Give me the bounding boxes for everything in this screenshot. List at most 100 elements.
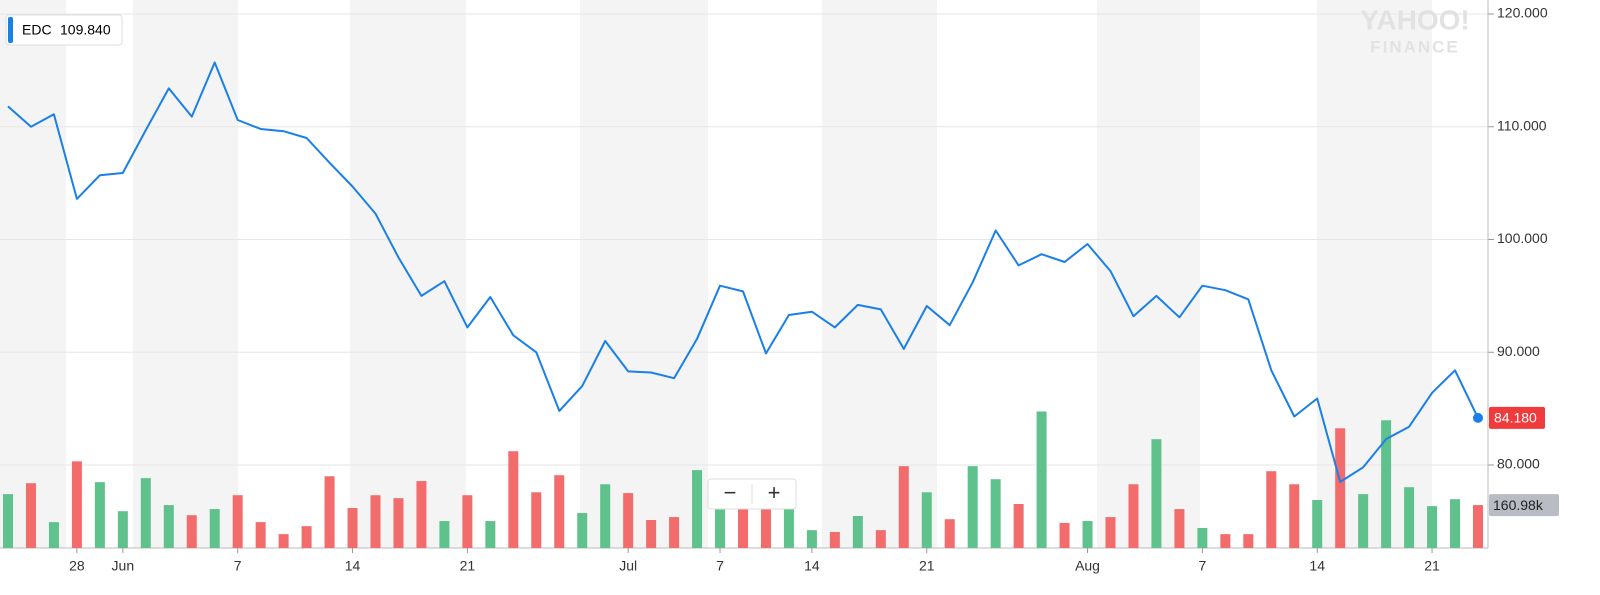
- x-tick-label: 14: [804, 558, 820, 574]
- legend-box: [5, 14, 123, 46]
- volume-bar: [623, 493, 634, 548]
- volume-bar: [944, 519, 955, 548]
- volume-bar: [875, 530, 886, 548]
- volume-bar: [1082, 521, 1093, 548]
- legend-value: 109.840: [60, 22, 111, 38]
- volume-bar: [25, 483, 36, 548]
- volume-bar: [1151, 439, 1162, 548]
- volume-bar: [806, 530, 817, 548]
- volume-bar: [531, 492, 542, 548]
- week-band: [822, 0, 937, 548]
- volume-bar: [324, 476, 335, 548]
- volume-bar: [1197, 528, 1208, 548]
- volume-bar: [255, 522, 266, 548]
- volume-bar: [3, 494, 13, 548]
- volume-bar: [760, 505, 771, 548]
- volume-bar: [967, 466, 978, 548]
- volume-bar: [71, 461, 82, 548]
- price-label-box: [1489, 406, 1545, 429]
- x-tick-label: 14: [345, 558, 361, 574]
- volume-bar: [370, 495, 381, 548]
- volume-bar: [1381, 420, 1392, 548]
- x-tick-label: 21: [460, 558, 476, 574]
- volume-label: 160.98k: [1493, 497, 1544, 513]
- volume-bar: [852, 516, 863, 548]
- volume-bar: [554, 475, 565, 548]
- volume-bar: [439, 521, 450, 548]
- volume-bar: [1059, 522, 1070, 548]
- x-tick-label: Jul: [619, 558, 637, 574]
- zoom-in-button[interactable]: +: [768, 480, 781, 505]
- week-band: [1317, 0, 1432, 548]
- volume-bar: [1128, 484, 1139, 548]
- volume-bar: [508, 451, 519, 548]
- volume-bar: [1243, 534, 1254, 548]
- week-band: [133, 0, 238, 548]
- y-tick-label: 120.000: [1497, 5, 1548, 21]
- volume-bar: [94, 482, 105, 548]
- week-band: [0, 0, 66, 548]
- x-tick-label: 28: [69, 558, 85, 574]
- legend-name: EDC: [22, 22, 52, 38]
- volume-bar: [1105, 517, 1116, 548]
- volume-bar: [163, 505, 174, 548]
- volume-bar: [140, 478, 151, 548]
- volume-bar: [921, 492, 932, 548]
- volume-bar: [1450, 499, 1461, 548]
- x-tick-label: 21: [919, 558, 935, 574]
- x-tick-label: Jun: [112, 558, 135, 574]
- x-tick-label: 14: [1309, 558, 1325, 574]
- volume-bar: [117, 511, 128, 548]
- volume-bar: [1289, 484, 1300, 548]
- watermark: FINANCE: [1370, 37, 1460, 56]
- y-tick-label: 90.000: [1497, 343, 1540, 359]
- volume-bar: [347, 508, 358, 548]
- volume-label-box: [1489, 494, 1559, 517]
- volume-bar: [1174, 509, 1185, 548]
- volume-bar: [485, 521, 496, 548]
- volume-bar: [669, 517, 680, 548]
- volume-bar: [48, 522, 59, 548]
- volume-bar: [898, 466, 909, 548]
- volume-bar: [1335, 428, 1346, 548]
- volume-bar: [278, 534, 289, 548]
- volume-bar: [1266, 471, 1277, 548]
- y-tick-label: 110.000: [1497, 117, 1547, 133]
- x-tick-label: 7: [1198, 558, 1206, 574]
- y-tick-label: 80.000: [1497, 456, 1540, 472]
- volume-bar: [1013, 504, 1024, 548]
- volume-bar: [646, 520, 657, 548]
- volume-bar: [1473, 505, 1483, 548]
- volume-bar: [1427, 506, 1438, 548]
- volume-bar: [1036, 411, 1047, 548]
- volume-bar: [209, 509, 220, 548]
- volume-bar: [232, 495, 243, 548]
- legend-swatch: [8, 17, 13, 43]
- week-band: [1097, 0, 1200, 548]
- x-tick-label: Aug: [1075, 558, 1100, 574]
- volume-bar: [1404, 487, 1415, 548]
- volume-bar: [186, 515, 197, 548]
- volume-bar: [416, 481, 427, 548]
- volume-bar: [301, 526, 312, 548]
- volume-bar: [783, 505, 794, 548]
- week-band: [580, 0, 708, 548]
- volume-bar: [738, 505, 748, 548]
- volume-bar: [990, 479, 1001, 548]
- volume-bar: [1220, 534, 1231, 548]
- last-point: [1473, 412, 1483, 423]
- volume-bar: [600, 484, 611, 548]
- y-tick-label: 100.000: [1497, 230, 1548, 246]
- volume-bar: [577, 513, 588, 548]
- zoom-out-button[interactable]: −: [724, 480, 737, 505]
- volume-bar: [715, 500, 726, 548]
- x-tick-label: 21: [1424, 558, 1440, 574]
- price-label: 84.180: [1494, 410, 1537, 426]
- volume-bar: [462, 495, 473, 548]
- volume-bar: [829, 532, 840, 548]
- price-line: [7, 61, 1479, 483]
- volume-bar: [692, 470, 703, 548]
- volume-bar: [1312, 500, 1323, 548]
- volume-bar: [393, 498, 404, 548]
